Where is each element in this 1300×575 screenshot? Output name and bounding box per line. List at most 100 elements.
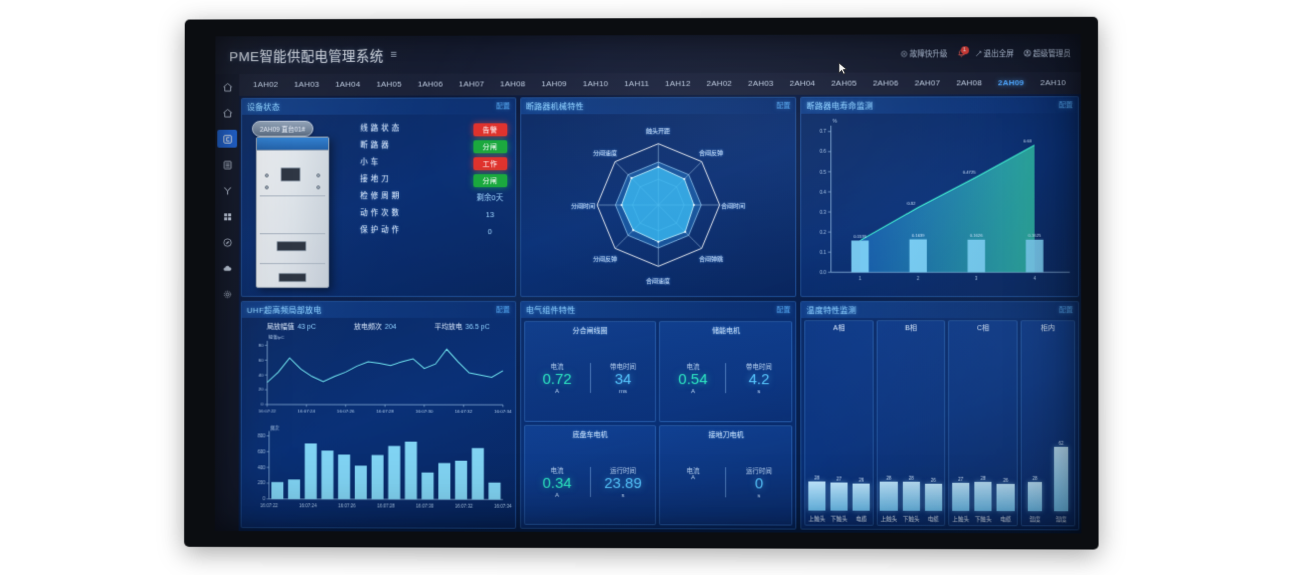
metric-value: 34 (614, 371, 632, 389)
bar (830, 482, 848, 511)
status-row: 动作次数 13 (360, 204, 507, 221)
list-icon[interactable] (217, 156, 237, 174)
metric-unit: s (757, 493, 761, 500)
tab-1AH03[interactable]: 1AH03 (294, 79, 320, 89)
gear-icon[interactable] (217, 285, 237, 303)
uhf-stat-value: 204 (384, 323, 397, 331)
panel-config-link[interactable]: 配置 (495, 306, 510, 314)
tab-2AH04[interactable]: 2AH04 (789, 78, 816, 88)
tab-1AH02[interactable]: 1AH02 (252, 79, 279, 89)
tab-2AH08[interactable]: 2AH08 (956, 78, 982, 88)
metric: 带电时间 4.2 s (726, 361, 791, 395)
app-header: PME智能供配电管理系统 ≡ 故障快升级 1 退出全屏 (215, 33, 1081, 75)
uhf-stat: 平均放电 36.5 pC (434, 322, 489, 332)
panel-breaker-life: 断路器电寿命监测 配置 % 0.0 0.1 0.2 0.3 0.4 0.5 0.6 0.7 0.1… (800, 96, 1080, 298)
temperature-axis-label: 上触头 (808, 516, 826, 523)
metric-value: 4.2 (748, 371, 770, 389)
panel-config-link[interactable]: 配置 (495, 103, 510, 111)
panel-header: UHF超高频局部放电 配置 (241, 301, 515, 318)
status-row: 保护动作 0 (360, 221, 507, 238)
panel-config-link[interactable]: 配置 (776, 102, 791, 110)
monitor-bezel: PME智能供配电管理系统 ≡ 故障快升级 1 退出全屏 (184, 16, 1099, 550)
user-account-button[interactable]: 超级管理员 (1023, 48, 1071, 59)
metric: 电流 A (660, 465, 725, 499)
tab-1AH05[interactable]: 1AH05 (376, 79, 402, 89)
tab-2AH11[interactable]: 2AH11 (1074, 72, 1081, 94)
temperature-bar-value: 62 (1058, 441, 1064, 447)
tab-1AH10[interactable]: 1AH10 (582, 79, 609, 89)
panel-config-link[interactable]: 配置 (1058, 102, 1073, 110)
tab-2AH05[interactable]: 2AH05 (831, 78, 857, 88)
svg-text:16:07:28: 16:07:28 (376, 409, 394, 414)
svg-text:0.1626: 0.1626 (970, 233, 983, 238)
panel-electrical-components: 电气组件特性 配置 分合闸线圈 电流 0.72 A 带电时间 34 ms 储能电机 电流 0.54… (519, 300, 797, 530)
svg-text:40: 40 (258, 372, 264, 377)
bar (852, 483, 871, 511)
status-badge: 剩余0天 (476, 192, 504, 202)
tab-1AH06[interactable]: 1AH06 (417, 79, 443, 89)
tab-2AH06[interactable]: 2AH06 (872, 78, 899, 88)
tab-1AH09[interactable]: 1AH09 (541, 79, 567, 89)
tab-2AH02[interactable]: 2AH02 (706, 78, 733, 88)
svg-text:16:07:22: 16:07:22 (258, 409, 276, 414)
svg-text:2: 2 (917, 276, 920, 281)
radar-axis-label: 分闸反弹 (592, 256, 617, 263)
exit-fullscreen-button[interactable]: 退出全屏 (975, 48, 1014, 59)
svg-text:0.63: 0.63 (1024, 138, 1033, 143)
tab-1AH11[interactable]: 1AH11 (624, 79, 650, 89)
temperature-column: C相 27 28 26 上触头 下触头 电缆 (948, 320, 1018, 527)
panel-temperature-monitoring: 温度特性监测 配置 A相 28 27 26 上触头 下触头 电缆 B相 28 28 26 上触头 下触头… (800, 301, 1080, 531)
svg-text:0.5: 0.5 (820, 169, 827, 174)
grid-icon[interactable] (217, 207, 237, 225)
notification-badge: 1 (960, 45, 969, 54)
status-label: 保护动作 (360, 225, 403, 235)
metric-unit: ms (619, 389, 628, 396)
cloud-icon[interactable] (217, 259, 237, 277)
tab-2AH10[interactable]: 2AH10 (1040, 78, 1066, 88)
status-row: 检修周期 剩余0天 (360, 187, 507, 204)
tab-2AH03[interactable]: 2AH03 (748, 78, 774, 88)
home-icon[interactable] (217, 78, 237, 96)
temperature-bar: 28 (974, 476, 992, 512)
bar (1028, 482, 1042, 512)
panel-header: 断路器电寿命监测 配置 (801, 97, 1078, 114)
compass-icon[interactable] (217, 233, 237, 251)
temperature-axis-label: 下触头 (902, 516, 920, 523)
tab-2AH09[interactable]: 2AH09 (989, 72, 1033, 95)
bar (996, 484, 1015, 512)
panel-config-link[interactable]: 配置 (776, 307, 791, 315)
temperature-bar-value: 27 (958, 477, 964, 483)
feeder-tab-strip[interactable]: 1AH02 1AH03 1AH04 1AH05 1AH06 1AH07 1AH08 1AH09… (239, 72, 1081, 96)
list-menu-icon[interactable]: ≡ (390, 48, 397, 61)
status-badge: 0 (487, 226, 493, 236)
status-label: 小车 (360, 157, 382, 167)
tab-1AH08[interactable]: 1AH08 (500, 79, 526, 89)
notifications-button[interactable]: 1 (956, 45, 969, 58)
metric-unit: s (757, 389, 761, 396)
temperature-axis-label: 上触头 (952, 516, 970, 524)
temperature-axis-label: 温度 (1029, 517, 1041, 524)
electrical-metric-card: 底盘车电机 电流 0.34 A 运行时间 23.89 s (523, 424, 657, 526)
screen: PME智能供配电管理系统 ≡ 故障快升级 1 退出全屏 (214, 33, 1082, 534)
svg-text:0.4: 0.4 (820, 189, 827, 194)
home-icon[interactable] (217, 104, 237, 122)
temperature-bar-value: 28 (814, 475, 820, 481)
panel-title: 断路器电寿命监测 (806, 101, 874, 111)
fault-upgrade-button[interactable]: 故障快升级 (901, 48, 948, 59)
status-badge: 分闸 (473, 140, 507, 154)
electrical-metric-card: 分合闸线圈 电流 0.72 A 带电时间 34 ms (523, 320, 657, 422)
panel-config-link[interactable]: 配置 (1058, 307, 1074, 315)
svg-text:800: 800 (258, 433, 266, 438)
sidebar-item-device-panel[interactable] (217, 129, 238, 148)
uhf-stat-label: 平均放电 (434, 323, 463, 331)
tab-1AH12[interactable]: 1AH12 (665, 78, 691, 89)
tab-1AH04[interactable]: 1AH04 (335, 79, 361, 89)
svg-text:16:07:28: 16:07:28 (377, 504, 395, 509)
radar-chart: 触头开距 合闸反弹 合闸时间 合闸弹跳 合闸速度 分闸反弹 分闸时间 分闸速度 (521, 114, 796, 296)
metric-label: 电流 (550, 364, 564, 372)
branch-icon[interactable] (217, 181, 237, 199)
metric-value: 0.54 (678, 371, 708, 389)
tab-1AH07[interactable]: 1AH07 (458, 79, 485, 89)
uhf-stat: 局放幅值 43 pC (267, 322, 316, 332)
tab-2AH07[interactable]: 2AH07 (914, 78, 941, 88)
